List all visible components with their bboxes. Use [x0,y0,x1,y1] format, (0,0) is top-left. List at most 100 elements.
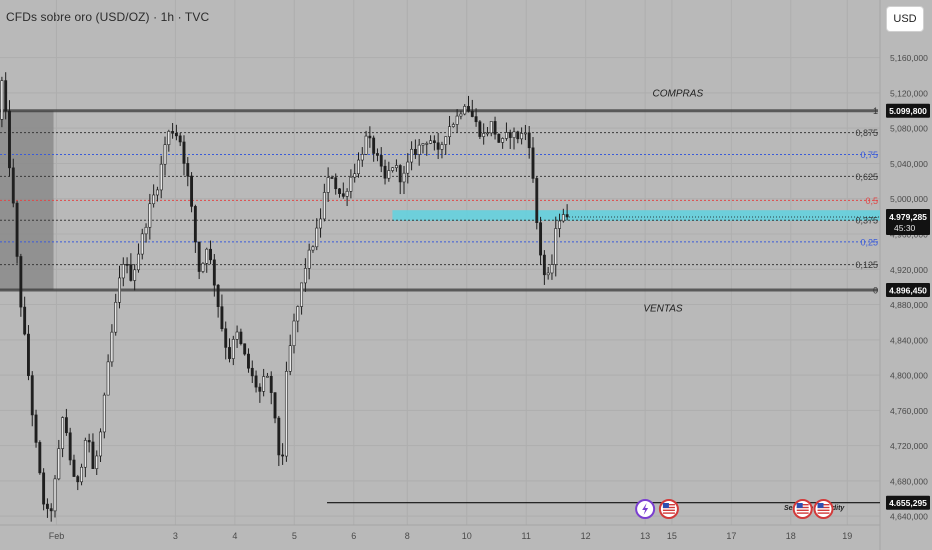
x-tick-label: 5 [292,531,297,541]
fib-level-label: 0 [873,286,878,296]
candle-body [558,220,561,229]
candle-body [254,375,258,388]
countdown-label: 45:30 [894,223,916,233]
candle-body [379,155,383,167]
candle-body [391,167,395,171]
candle-body [228,347,231,359]
candle-body [72,459,76,477]
candle-body [550,264,554,274]
candle-body [80,466,83,483]
candle-body [114,301,118,333]
candle-body [133,269,137,281]
candle-body [102,394,106,433]
fib-level-label: 0,25 [860,237,878,247]
candle-body [76,476,80,483]
candle-body [406,161,410,174]
candle-body [95,455,99,469]
candles [0,72,569,522]
candle-body [288,345,292,372]
price-badge: 4.896,450 [886,283,930,298]
candle-body [546,272,550,276]
us-flag-icon[interactable] [792,499,813,519]
candle-body [467,106,470,112]
candle-body [429,140,433,144]
candle-body [155,189,159,196]
candle-body [451,124,455,127]
candle-body [444,136,448,145]
candle-body [231,339,235,359]
candle-body [470,110,474,117]
candle-body [152,194,156,205]
event-icons[interactable] [635,499,834,519]
candle-body [57,448,61,480]
candle-body [216,284,220,307]
candle-body [410,148,414,163]
us-flag-icon[interactable] [813,499,834,519]
candle-body [167,131,171,145]
candle-body [174,132,178,137]
candle-body [38,442,42,474]
candle-body [284,371,288,457]
candle-body [376,153,379,156]
y-tick-label: 4,840,000 [890,335,928,345]
x-tick-label: 11 [522,531,531,541]
candle-body [182,141,186,164]
candle-body [11,167,15,204]
grid [0,0,881,550]
candle-body [425,143,429,145]
time-axis[interactable]: Feb 3 4 5 6 8 10 11 12 13 15 17 18 19 [49,531,853,541]
candle-body [201,263,205,272]
candle-body [42,472,46,505]
y-tick-label: 5,120,000 [890,88,928,98]
candle-body [459,113,463,117]
y-tick-label: 5,040,000 [890,159,928,169]
candle-body [212,259,216,286]
candle-body [4,80,8,112]
candle-body [474,116,478,123]
x-tick-label: 17 [726,531,736,541]
candle-body [45,503,49,509]
fib-level-label: 1 [873,106,878,116]
candle-body [129,264,133,281]
candle-body [357,159,360,175]
x-tick-label: 8 [405,531,410,541]
candle-body [349,176,353,192]
compras-label: COMPRAS [653,88,704,99]
candle-body [489,121,493,134]
candle-body [554,228,558,265]
zone-layer [392,210,880,221]
candle-body [273,392,277,419]
candle-body [205,248,209,264]
candle-body [53,478,57,512]
price-badge: 4.655,295 [886,495,930,510]
candle-body [497,133,501,143]
candle-body [258,386,262,392]
candle-body [250,367,254,377]
candle-body [432,140,436,144]
fib-level-label: 0,75 [860,150,878,160]
candle-body [326,177,330,193]
lightning-icon[interactable] [635,499,656,519]
candle-body [262,376,266,392]
x-tick-label: 4 [232,531,237,541]
candle-body [68,432,72,461]
candle-body [436,142,440,150]
currency-button[interactable]: USD [886,6,924,32]
price-badges: 5.099,800 4.896,450 4.655,295 4.979,28545:3… [569,103,930,510]
candle-body [478,121,482,137]
y-tick-label: 4,760,000 [890,406,928,416]
price-badge: 5.099,800 [886,103,930,118]
candle-body [334,177,338,190]
svg-text:4.896,450: 4.896,450 [889,286,927,296]
x-tick-label: Feb [49,531,65,541]
demand-zone [392,210,880,221]
candle-body [266,375,269,378]
candle-body [27,333,30,376]
candle-body [402,172,406,183]
candle-body [171,131,175,134]
us-flag-icon[interactable] [658,499,679,519]
candle-body [91,441,95,469]
candle-body [413,148,417,155]
